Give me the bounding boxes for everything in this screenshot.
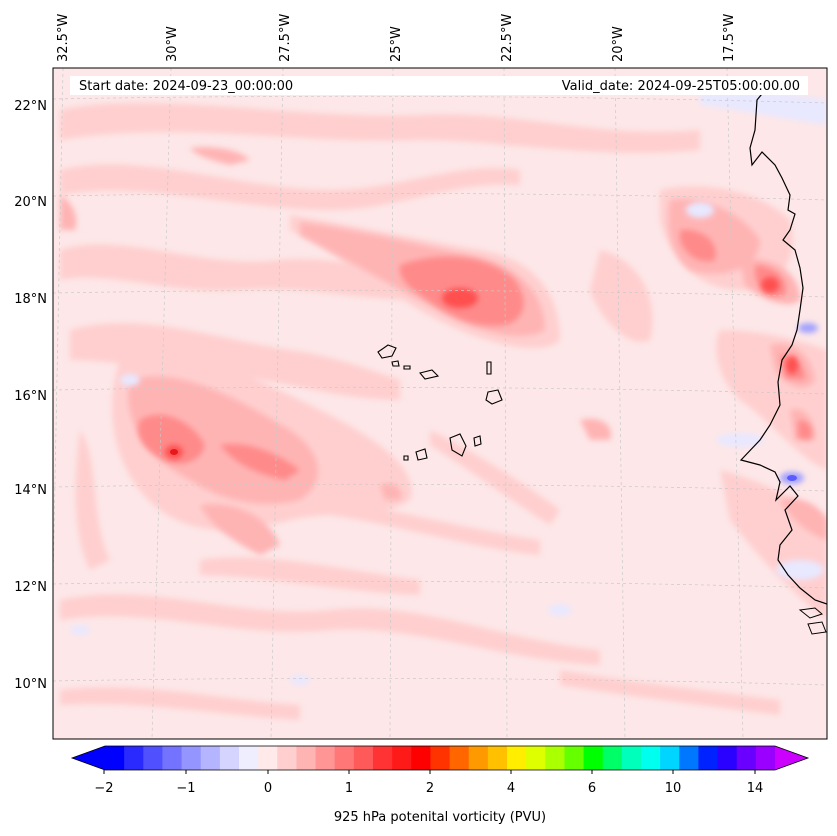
latitude-label: 20°N: [14, 195, 47, 210]
colorbar-swatch: [564, 746, 585, 770]
longitude-label: 20°W: [611, 26, 626, 62]
colorbar-swatch: [507, 746, 527, 770]
colorbar-swatch: [258, 746, 278, 770]
colorbar-swatch: [641, 746, 661, 770]
colorbar: [70, 745, 810, 771]
colorbar-extend-low: [72, 746, 105, 770]
graticule: [53, 68, 827, 739]
colorbar-swatch: [660, 746, 680, 770]
colorbar-swatch: [181, 746, 202, 770]
colorbar-tick-label: 0: [264, 781, 272, 796]
longitude-label: 27.5°W: [278, 14, 293, 62]
colorbar-tick-label: 6: [588, 781, 596, 796]
colorbar-swatch: [545, 746, 566, 770]
pv-peak: [170, 449, 178, 455]
colorbar-swatch: [602, 746, 623, 770]
latitude-label: 16°N: [14, 389, 47, 404]
latitude-labels: 22°N 20°N 18°N 16°N 14°N 12°N 10°N: [14, 99, 47, 692]
cape-verde-islands: [377, 344, 503, 461]
colorbar-swatch: [143, 746, 164, 770]
pv-field: [53, 68, 827, 739]
colorbar-swatch: [296, 746, 317, 770]
colorbar-swatch: [105, 746, 125, 770]
latitude-label: 10°N: [14, 677, 47, 692]
colorbar-swatch: [583, 746, 604, 770]
colorbar-swatch: [430, 746, 451, 770]
colorbar-swatch: [679, 746, 700, 770]
colorbar-swatch: [449, 746, 470, 770]
colorbar-swatch: [353, 746, 374, 770]
colorbar-swatch: [334, 746, 355, 770]
colorbar-swatch: [392, 746, 412, 770]
latitude-label: 22°N: [14, 99, 47, 114]
coastline-bissau: [807, 621, 827, 635]
longitude-label: 30°W: [165, 26, 180, 62]
start-date: Start date: 2024-09-23_00:00:00: [79, 79, 293, 94]
colorbar-tick-label: −1: [176, 781, 195, 796]
colorbar-swatch: [526, 746, 546, 770]
colorbar-tick-label: −2: [94, 781, 113, 796]
colorbar-swatch: [487, 746, 508, 770]
colorbar-tick-label: 10: [665, 781, 682, 796]
colorbar-label: 925 hPa potenital vorticity (PVU): [334, 810, 546, 825]
longitude-label: 22.5°W: [500, 14, 515, 62]
colorbar-swatch: [468, 746, 489, 770]
colorbar-swatch: [621, 746, 642, 770]
pv-negative-min: [787, 475, 797, 481]
date-header-box: [70, 76, 808, 95]
latitude-label: 18°N: [14, 292, 47, 307]
colorbar-swatch: [411, 746, 432, 770]
colorbar-swatch: [162, 746, 183, 770]
colorbar-tick-label: 2: [426, 781, 434, 796]
colorbar-extend-high: [775, 746, 808, 770]
colorbar-swatch: [736, 746, 757, 770]
colorbar-swatch: [200, 746, 221, 770]
longitude-label: 25°W: [389, 26, 404, 62]
colorbar-swatch: [219, 746, 240, 770]
map-frame: [52, 67, 828, 740]
colorbar-swatch: [124, 746, 144, 770]
latitude-label: 14°N: [14, 483, 47, 498]
colorbar-tick-label: 1: [345, 781, 353, 796]
colorbar-swatch: [717, 746, 738, 770]
colorbar-swatch: [277, 746, 298, 770]
valid-date: Valid_date: 2024-09-25T05:00:00.00: [562, 79, 800, 94]
longitude-label: 32.5°W: [56, 14, 71, 62]
colorbar-tick-label: 14: [747, 781, 764, 796]
coastline-africa: [739, 83, 827, 605]
colorbar-ticks: −2 −1 0 1 2 4 6 10 14: [94, 770, 763, 796]
longitude-label: 17.5°W: [722, 14, 737, 62]
colorbar-swatch: [373, 746, 393, 770]
longitude-labels: 32.5°W 30°W 27.5°W 25°W 22.5°W 20°W 17.5°W: [56, 14, 737, 62]
colorbar-swatch: [698, 746, 719, 770]
coastline-guinea: [798, 607, 823, 619]
colorbar-swatch: [755, 746, 776, 770]
colorbar-swatch: [315, 746, 336, 770]
colorbar-swatch: [239, 746, 259, 770]
colorbar-outline: [70, 745, 810, 771]
latitude-label: 12°N: [14, 580, 47, 595]
colorbar-tick-label: 4: [507, 781, 515, 796]
